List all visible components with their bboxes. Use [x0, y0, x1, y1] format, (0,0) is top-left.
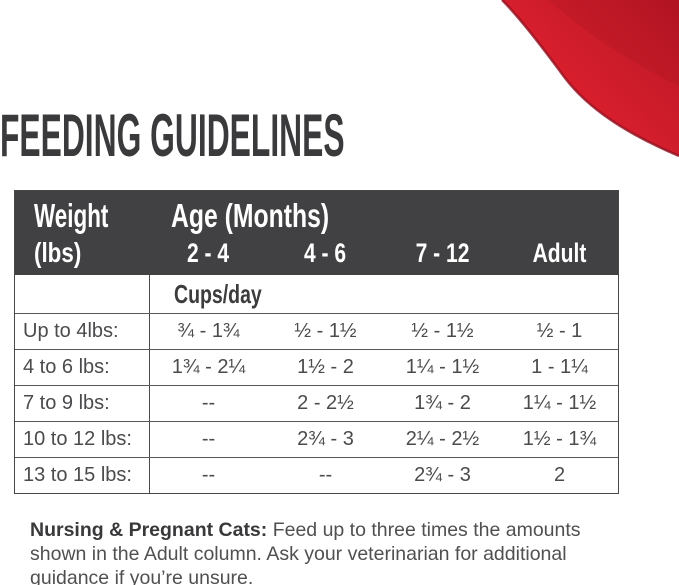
column-header-adult: Adult — [532, 237, 587, 268]
weight-range-label: 7 to 9 lbs: — [15, 386, 150, 421]
table-row: Up to 4lbs: ¾ - 1¾ ½ - 1½ ½ - 1½ ½ - 1 — [15, 313, 618, 349]
value-cell: -- — [318, 464, 333, 486]
table-row: 4 to 6 lbs: 1¾ - 2¼ 1½ - 2 1¼ - 1½ 1 - 1… — [15, 349, 618, 385]
value-cell: 2 - 2½ — [297, 392, 354, 414]
value-cell: 1¼ - 1½ — [522, 392, 597, 414]
weight-range-label: 4 to 6 lbs: — [15, 350, 150, 385]
value-cell: 2¾ - 3 — [297, 428, 354, 450]
value-cell: 1¾ - 2¼ — [171, 356, 246, 378]
note-line-1-rest: Feed up to three times the amounts — [267, 519, 581, 541]
value-cell: -- — [201, 464, 216, 486]
table-row: 10 to 12 lbs: -- 2¾ - 3 2¼ - 2½ 1½ - 1¾ — [15, 421, 618, 457]
nursing-pregnant-note: Nursing & Pregnant Cats: Feed up to thre… — [30, 518, 581, 585]
units-row: Cups/day — [15, 275, 618, 313]
units-label: Cups/day — [174, 278, 262, 309]
units-row-spacer — [15, 275, 150, 313]
note-line-1: Nursing & Pregnant Cats: Feed up to thre… — [30, 518, 581, 542]
value-cell: -- — [201, 428, 216, 450]
table-header: Weight Age (Months) (lbs) 2 - 4 4 - 6 7 … — [15, 191, 618, 275]
value-cell: ½ - 1 — [536, 320, 583, 342]
value-cell: 1¼ - 1½ — [405, 356, 480, 378]
value-cell: 1½ - 1¾ — [522, 428, 597, 450]
weight-range-label: 13 to 15 lbs: — [15, 458, 150, 493]
note-line-2: shown in the Adult column. Ask your vete… — [30, 543, 567, 565]
table-row: 7 to 9 lbs: -- 2 - 2½ 1¾ - 2 1¼ - 1½ — [15, 385, 618, 421]
value-cell: 1½ - 2 — [297, 356, 354, 378]
value-cell: ¾ - 1¾ — [177, 320, 240, 342]
value-cell: 2¼ - 2½ — [405, 428, 480, 450]
feeding-table: Weight Age (Months) (lbs) 2 - 4 4 - 6 7 … — [14, 190, 619, 494]
value-cell: ½ - 1½ — [411, 320, 474, 342]
value-cell: 2 — [553, 464, 566, 486]
note-bold-lead: Nursing & Pregnant Cats: — [30, 519, 268, 541]
note-line-3: guidance if you’re unsure. — [30, 567, 254, 585]
page-title: FEEDING GUIDELINES — [0, 106, 650, 166]
weight-range-label: Up to 4lbs: — [15, 314, 150, 349]
weight-unit-header: (lbs) — [34, 237, 82, 268]
weight-range-label: 10 to 12 lbs: — [15, 422, 150, 457]
value-cell: 1¾ - 2 — [414, 392, 471, 414]
age-months-header: Age (Months) — [171, 197, 330, 234]
value-cell: ½ - 1½ — [294, 320, 357, 342]
weight-column-header: Weight — [34, 197, 109, 234]
column-header-7-12: 7 - 12 — [415, 237, 470, 268]
column-header-4-6: 4 - 6 — [304, 237, 347, 268]
value-cell: -- — [201, 392, 216, 414]
value-cell: 1 - 1¼ — [531, 356, 588, 378]
table-row: 13 to 15 lbs: -- -- 2¾ - 3 2 — [15, 457, 618, 493]
page-title-text: FEEDING GUIDELINES — [0, 102, 345, 170]
column-header-2-4: 2 - 4 — [187, 237, 230, 268]
value-cell: 2¾ - 3 — [414, 464, 471, 486]
